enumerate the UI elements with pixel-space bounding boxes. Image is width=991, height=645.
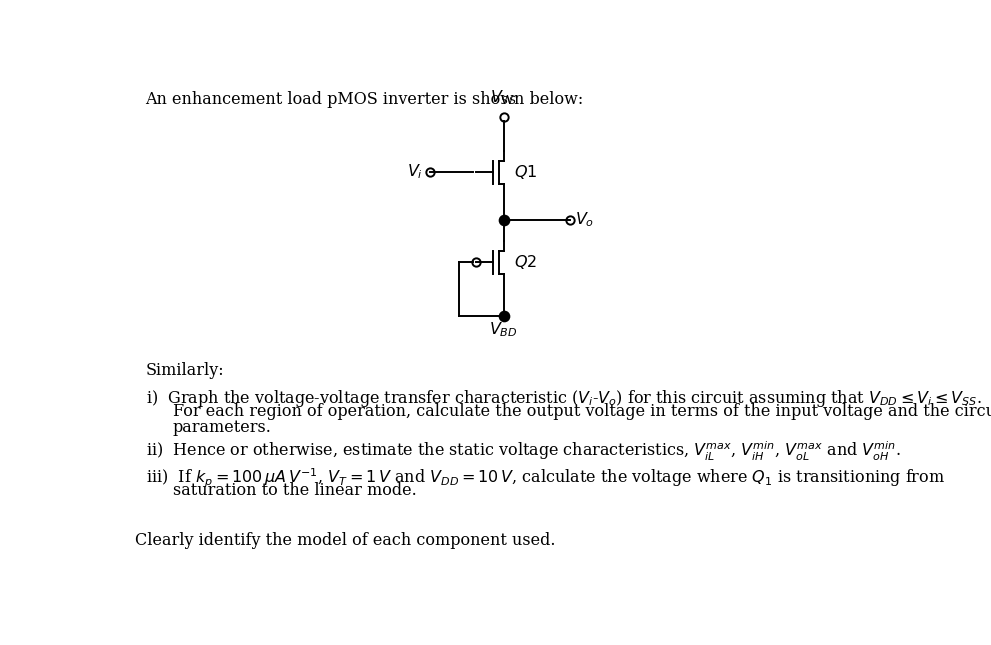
Text: $V_{BD}$: $V_{BD}$ bbox=[490, 320, 518, 339]
Text: $V_{SS}$: $V_{SS}$ bbox=[491, 88, 517, 106]
Text: ii)  Hence or otherwise, estimate the static voltage characteristics, $V_{iL}^{m: ii) Hence or otherwise, estimate the sta… bbox=[146, 440, 901, 463]
Text: $V_i$: $V_i$ bbox=[407, 163, 423, 181]
Text: An enhancement load pMOS inverter is shown below:: An enhancement load pMOS inverter is sho… bbox=[146, 91, 584, 108]
Text: parameters.: parameters. bbox=[172, 419, 272, 435]
Text: $Q2$: $Q2$ bbox=[514, 253, 537, 271]
Text: Clearly identify the model of each component used.: Clearly identify the model of each compo… bbox=[135, 531, 555, 549]
Text: i)  Graph the voltage-voltage transfer characteristic ($V_i$-$V_o$) for this cir: i) Graph the voltage-voltage transfer ch… bbox=[146, 388, 981, 409]
Text: iii)  If $k_p = 100\,\mu A\,V^{-1}$, $V_T = 1\,V$ and $V_{DD} = 10\,V$, calculat: iii) If $k_p = 100\,\mu A\,V^{-1}$, $V_T… bbox=[146, 467, 944, 490]
Text: Similarly:: Similarly: bbox=[146, 362, 224, 379]
Text: saturation to the linear mode.: saturation to the linear mode. bbox=[172, 482, 416, 499]
Text: For each region of operation, calculate the output voltage in terms of the input: For each region of operation, calculate … bbox=[172, 403, 991, 420]
Text: $V_o$: $V_o$ bbox=[575, 210, 595, 229]
Text: $Q1$: $Q1$ bbox=[514, 163, 538, 181]
